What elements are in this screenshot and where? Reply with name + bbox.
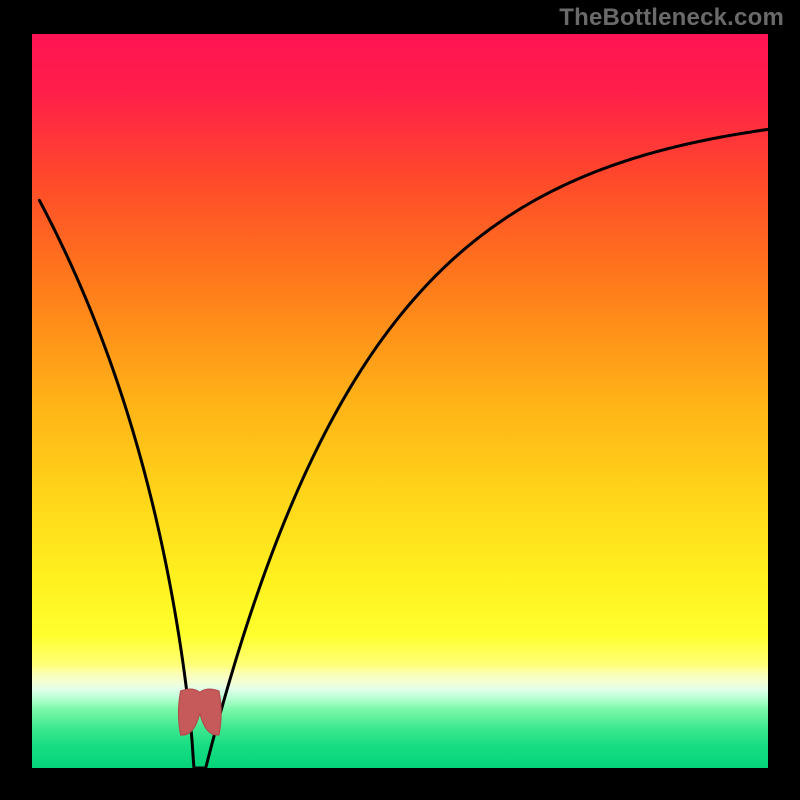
plot-svg	[32, 34, 768, 768]
chart-frame: TheBottleneck.com	[0, 0, 800, 800]
watermark-text: TheBottleneck.com	[559, 4, 784, 32]
plot-area	[32, 34, 768, 768]
gradient-background	[32, 34, 768, 768]
